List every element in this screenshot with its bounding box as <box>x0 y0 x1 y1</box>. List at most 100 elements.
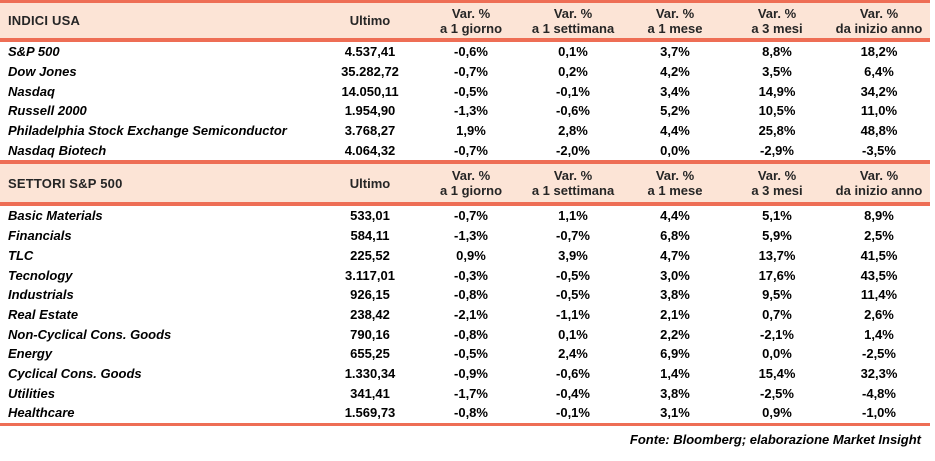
pct-value: 2,2% <box>660 326 690 342</box>
pct-value: 8,8% <box>762 44 792 60</box>
column-header-var-inizio-anno: Var. % da inizio anno <box>828 168 930 198</box>
table-row: TLC 225,52 0,9% 3,9% 4,7% 13,7% 41,5% <box>0 246 930 266</box>
pct-value: 2,6% <box>864 306 894 322</box>
pct-value: -0,1% <box>556 405 590 421</box>
table-row: Cyclical Cons. Goods 1.330,34 -0,9% -0,6% 1,… <box>0 364 930 384</box>
table-row: Russell 2000 1.954,90 -1,3% -0,6% 5,2% 10,5% 1… <box>0 101 930 121</box>
pct-value: 0,2% <box>558 64 588 80</box>
ultimo-value: 1.954,90 <box>344 103 396 119</box>
pct-value: 43,5% <box>860 267 898 283</box>
pct-value: 4,2% <box>660 64 690 80</box>
var-pct-label: Var. % <box>757 168 797 184</box>
period-label: a 1 giorno <box>439 183 503 199</box>
pct-value: -0,8% <box>454 287 488 303</box>
pct-value: 5,1% <box>762 208 792 224</box>
pct-value: 0,1% <box>558 326 588 342</box>
ultimo-value: 926,15 <box>350 287 390 303</box>
ultimo-value: 584,11 <box>350 228 390 244</box>
pct-value: -0,7% <box>454 142 488 158</box>
table-row: Dow Jones 35.282,72 -0,7% 0,2% 4,2% 3,5% 6,4% <box>0 62 930 82</box>
row-label: Nasdaq <box>8 83 55 99</box>
table-row: Energy 655,25 -0,5% 2,4% 6,9% 0,0% -2,5% <box>0 344 930 364</box>
var-pct-label: Var. % <box>655 168 695 184</box>
pct-value: -0,9% <box>454 365 488 381</box>
settori-sp500-header: SETTORI S&P 500 Ultimo Var. % a 1 giorno… <box>0 164 930 203</box>
pct-value: -2,1% <box>760 326 794 342</box>
column-header-ultimo: Ultimo <box>349 13 391 28</box>
pct-value: 11,4% <box>860 287 898 303</box>
pct-value: 3,8% <box>660 287 690 303</box>
double-rule <box>0 202 930 207</box>
var-pct-label: Var. % <box>451 168 491 184</box>
table-row: Nasdaq Biotech 4.064,32 -0,7% -2,0% 0,0% -2,9… <box>0 140 930 160</box>
pct-value: 5,2% <box>660 103 690 119</box>
pct-value: -3,5% <box>862 142 896 158</box>
pct-value: 2,4% <box>558 346 588 362</box>
ultimo-value: 4.537,41 <box>344 44 396 60</box>
pct-value: 13,7% <box>758 247 796 263</box>
ultimo-value: 35.282,72 <box>341 64 399 80</box>
pct-value: -2,1% <box>454 306 488 322</box>
column-header-ultimo: Ultimo <box>349 175 391 191</box>
pct-value: 0,9% <box>762 405 792 421</box>
pct-value: 3,7% <box>660 44 690 60</box>
row-label: Tecnology <box>8 267 73 283</box>
bottom-rule <box>0 422 930 426</box>
pct-value: -1,3% <box>454 228 488 244</box>
ultimo-value: 1.330,34 <box>344 365 396 381</box>
period-label: a 1 mese <box>647 183 703 199</box>
pct-value: 0,7% <box>762 306 792 322</box>
pct-value: 0,0% <box>660 142 690 158</box>
ultimo-value: 341,41 <box>350 385 390 401</box>
pct-value: -1,0% <box>862 405 896 421</box>
pct-value: -0,3% <box>454 267 488 283</box>
row-label: Dow Jones <box>8 64 77 80</box>
table-row: Financials 584,11 -1,3% -0,7% 6,8% 5,9% 2,5% <box>0 226 930 246</box>
pct-value: 11,0% <box>860 103 898 119</box>
period-label: a 1 giorno <box>439 20 503 36</box>
column-header-var-1-mese: Var. % a 1 mese <box>624 6 726 36</box>
row-label: Russell 2000 <box>8 103 87 119</box>
column-header-var-1-giorno: Var. % a 1 giorno <box>420 168 522 198</box>
pct-value: 3,9% <box>558 247 588 263</box>
pct-value: -1,3% <box>454 103 488 119</box>
pct-value: -4,8% <box>862 385 896 401</box>
pct-value: 9,5% <box>762 287 792 303</box>
pct-value: 4,7% <box>660 247 690 263</box>
pct-value: 0,9% <box>456 247 486 263</box>
table-row: S&P 500 4.537,41 -0,6% 0,1% 3,7% 8,8% 18,2% <box>0 42 930 62</box>
table-row: Real Estate 238,42 -2,1% -1,1% 2,1% 0,7% 2,6% <box>0 305 930 325</box>
row-label: S&P 500 <box>8 44 60 60</box>
ultimo-value: 3.117,01 <box>345 267 395 283</box>
pct-value: 1,4% <box>660 365 690 381</box>
pct-value: -0,5% <box>556 267 590 283</box>
ultimo-value: 655,25 <box>350 346 390 362</box>
pct-value: 4,4% <box>660 208 690 224</box>
pct-value: 25,8% <box>758 123 796 139</box>
pct-value: 2,8% <box>558 123 588 139</box>
table-title-settori-sp500: SETTORI S&P 500 <box>8 175 123 191</box>
pct-value: -1,1% <box>556 306 590 322</box>
pct-value: -0,7% <box>454 64 488 80</box>
var-pct-label: Var. % <box>859 168 899 184</box>
pct-value: -0,5% <box>454 346 488 362</box>
pct-value: 48,8% <box>860 123 898 139</box>
pct-value: -0,7% <box>556 228 590 244</box>
row-label: Energy <box>8 346 53 362</box>
row-label: TLC <box>8 247 34 263</box>
pct-value: -2,5% <box>862 346 896 362</box>
source-attribution: Fonte: Bloomberg; elaborazione Market In… <box>629 431 921 447</box>
ultimo-value: 533,01 <box>350 208 390 224</box>
table-row: Utilities 341,41 -1,7% -0,4% 3,8% -2,5% -4,8% <box>0 383 930 403</box>
pct-value: 6,9% <box>660 346 690 362</box>
pct-value: 1,9% <box>456 123 486 139</box>
period-label: a 3 mesi <box>751 183 803 199</box>
ultimo-value: 238,42 <box>350 306 390 322</box>
ultimo-value: 14.050,11 <box>341 83 399 99</box>
pct-value: 34,2% <box>860 83 898 99</box>
row-label: Industrials <box>8 287 74 303</box>
double-rule <box>0 38 930 42</box>
table-title-indici-usa: INDICI USA <box>8 13 81 28</box>
pct-value: 15,4% <box>758 365 796 381</box>
pct-value: -2,0% <box>556 142 590 158</box>
